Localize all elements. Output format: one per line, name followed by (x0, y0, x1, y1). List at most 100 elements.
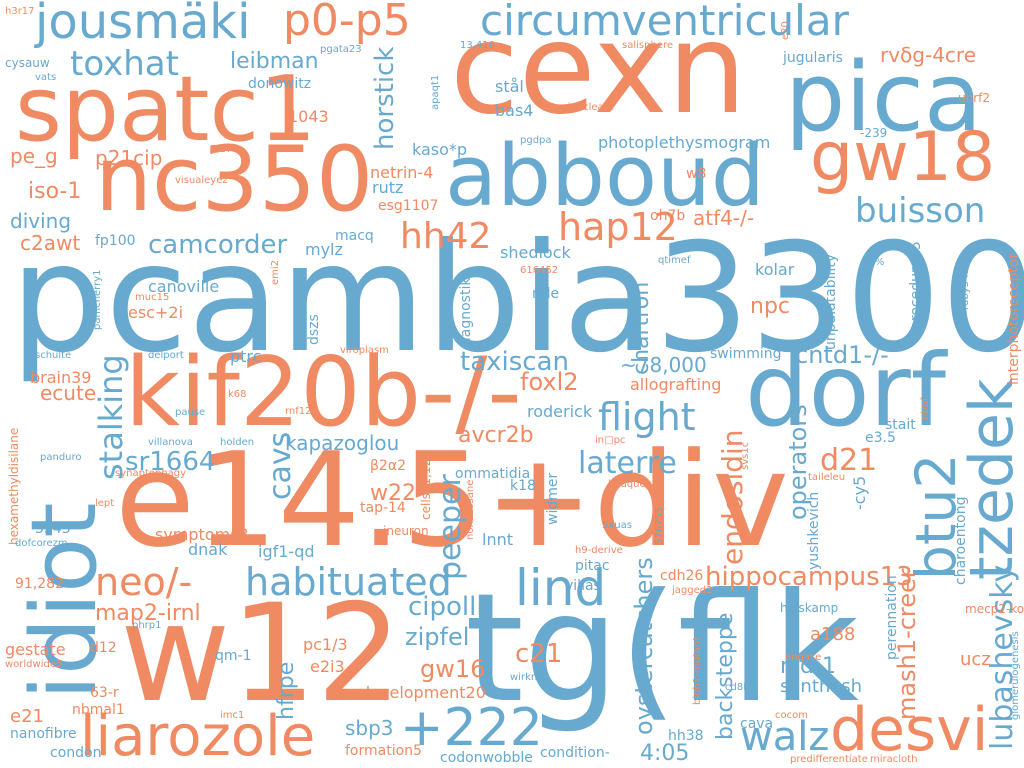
word: -239 (860, 126, 887, 140)
word: diagnostik (458, 277, 474, 350)
word: btu2 (904, 454, 968, 580)
word: foxl2 (520, 368, 579, 396)
word: atf4-/- (693, 206, 754, 230)
word: fd% (865, 257, 884, 268)
word: villanova (148, 437, 193, 448)
word: backsteppe (713, 613, 738, 740)
word: netrin-4 (370, 163, 433, 182)
word: +222 (400, 698, 543, 758)
word: uninucleate (555, 102, 614, 113)
word: sr1664 (125, 447, 215, 477)
word: pamcherry1 (92, 269, 103, 330)
word: stait (885, 417, 916, 433)
word: abboud (445, 127, 765, 226)
word: cd8b (725, 682, 750, 693)
word: k18 (510, 478, 536, 494)
word: hfrpe (274, 662, 299, 720)
word: qtimef (658, 255, 691, 266)
word: worldwide5 (5, 659, 62, 670)
word: esg1107 (378, 198, 438, 214)
word: 576755 (654, 507, 665, 545)
word: dorf (745, 332, 949, 449)
word: muc15 (135, 292, 169, 303)
word: bouquet (608, 479, 650, 490)
word: liarozole (80, 704, 315, 768)
word: miracloth (870, 754, 917, 765)
word: phrp1 (132, 620, 162, 631)
word: desvi (830, 695, 988, 765)
word: ride (532, 286, 559, 302)
word: cavs (263, 432, 298, 500)
word: macq (335, 228, 374, 244)
word: pgdpa (520, 135, 552, 146)
word: in□pc (595, 435, 625, 446)
word: rnf12 (285, 406, 312, 417)
word: jugularis (782, 50, 843, 66)
word: tap-14 (360, 500, 406, 516)
word: cdh26 (660, 568, 703, 584)
word: camcorder (148, 230, 287, 260)
word: symptoms3 (155, 525, 249, 544)
word: w8 (686, 166, 706, 182)
word: lnnt (482, 530, 513, 549)
word: flight (598, 395, 696, 439)
word: lind (515, 559, 606, 617)
word: pcambia3300 (10, 212, 1024, 386)
word: zipfel (405, 623, 469, 651)
word: jousmäki (34, 0, 250, 50)
word: kapazoglou (285, 431, 399, 455)
word: toxhat (70, 44, 179, 84)
word: 13,416 (460, 40, 495, 51)
word: pitac (575, 558, 610, 574)
word: predifferentiate (790, 754, 868, 765)
word: perennation (884, 575, 900, 660)
word: panduro (40, 452, 82, 463)
word: wirkner (510, 672, 548, 683)
word: unpalatability (823, 254, 839, 350)
word: cipolli (408, 592, 484, 622)
word: schulte (35, 350, 71, 361)
word: pause (175, 407, 205, 418)
word: 4:05 (640, 741, 689, 766)
word: cocom (775, 710, 808, 721)
word: tg(flk (465, 562, 859, 736)
word: ptrc (230, 347, 261, 366)
word: kolar (755, 260, 795, 279)
word: a188 (810, 624, 855, 645)
word: hippocampus13 (705, 562, 913, 592)
word: esc+2i (128, 303, 183, 322)
word: chartron (629, 282, 654, 375)
word: -cy5 (850, 476, 869, 510)
word: gw16 (420, 655, 485, 683)
word: holden (220, 437, 254, 448)
word: circumventricular (480, 0, 850, 45)
word: kaso*p (412, 140, 467, 159)
word: lubashevsky (985, 565, 1020, 750)
word: lept (95, 498, 114, 509)
word: 5xuas (602, 520, 632, 531)
word: nc350 (95, 127, 373, 232)
word: gw18 (810, 118, 995, 197)
word: hh42 (400, 216, 491, 257)
word: widmer (545, 473, 561, 525)
word: peeper (433, 474, 468, 580)
word: 5543 (35, 521, 71, 537)
word: oh7b (650, 208, 685, 224)
word: cells11,12 (419, 459, 433, 520)
word: svs1c (740, 442, 751, 470)
word: idiot (12, 503, 117, 701)
word: bas4 (495, 101, 533, 120)
word: hh38 (668, 728, 704, 744)
word: sbp3 (345, 716, 394, 740)
word: ecute (40, 381, 96, 405)
word: stål (495, 77, 524, 96)
word: hulskamp (780, 601, 838, 615)
word: 63-r (90, 685, 119, 701)
word: synaptophagy (115, 468, 186, 479)
word: rvδg-4cre (880, 43, 976, 67)
word: photoplethysmogram (598, 133, 770, 152)
word: map2-irnl (95, 601, 201, 626)
